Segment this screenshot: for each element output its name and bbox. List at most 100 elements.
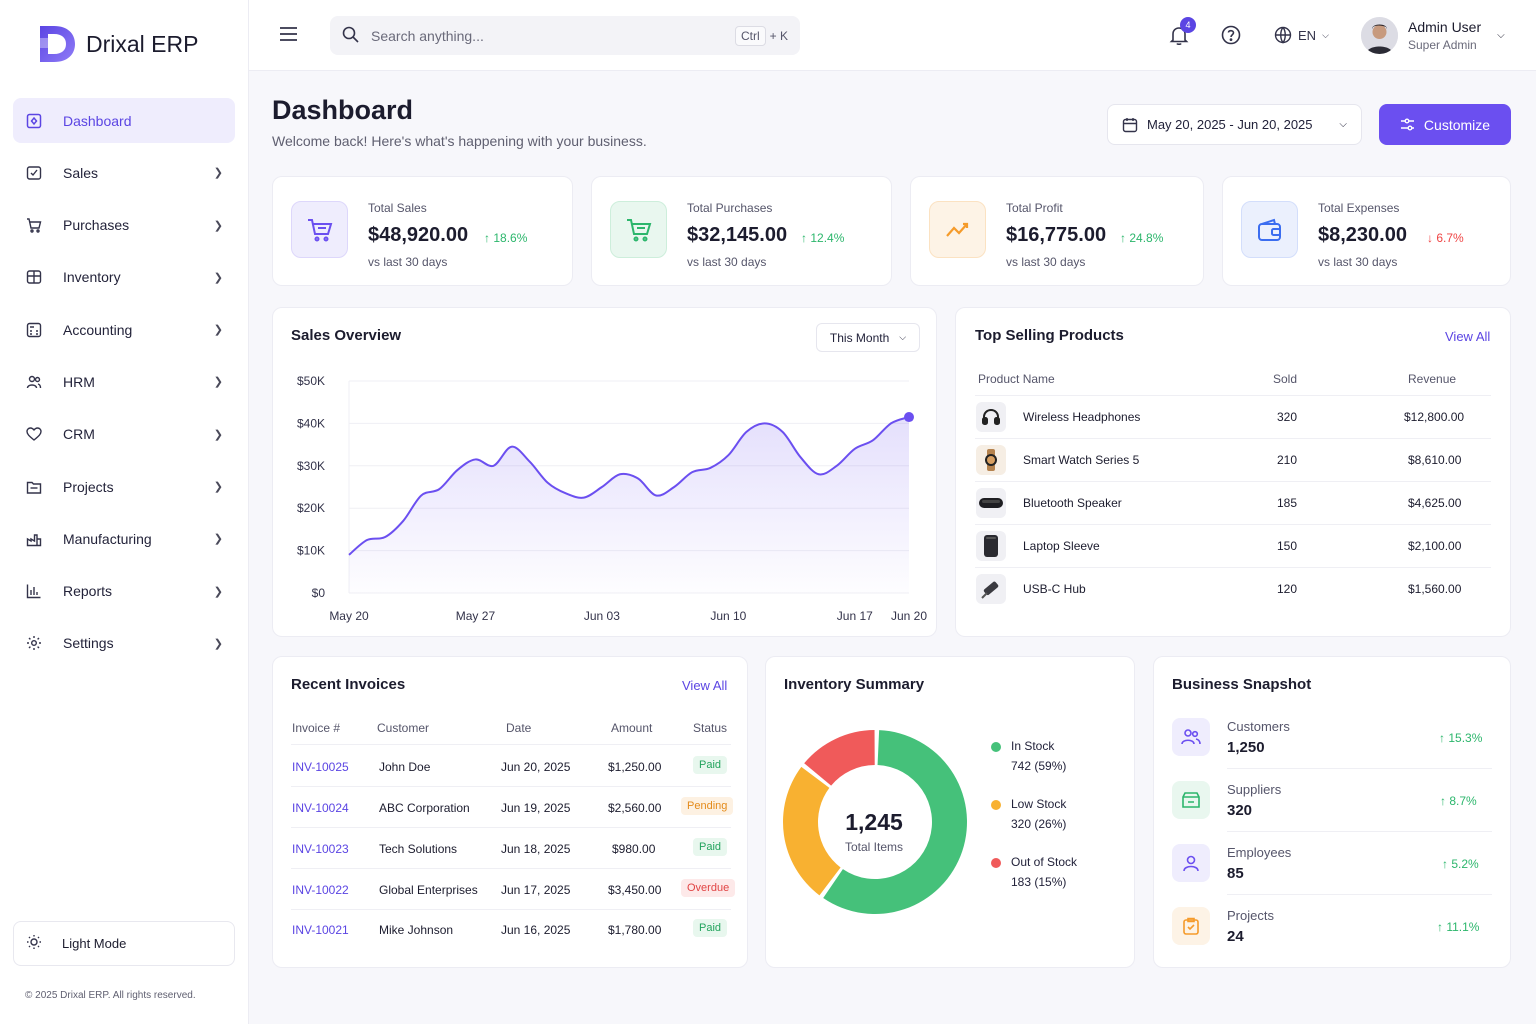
legend-label: Out of Stock <box>1011 855 1078 869</box>
sidebar-item-label: Purchases <box>63 217 130 234</box>
folder-icon <box>25 478 43 496</box>
chevron-down-icon: ⌵ <box>899 332 907 342</box>
stat-card-total-expenses[interactable]: Total Expenses $8,230.00 ↓ 6.7% vs last … <box>1222 176 1511 286</box>
sidebar-item-dashboard[interactable]: Dashboard <box>13 98 235 143</box>
arrow-down-icon: ↓ <box>1427 231 1433 245</box>
shortcut-ctrl: Ctrl <box>734 25 766 46</box>
invoice-link[interactable]: INV-10025 <box>292 760 349 774</box>
divider <box>291 909 731 910</box>
search-input[interactable]: Search anything... <box>371 27 484 44</box>
sidebar-item-sales[interactable]: Sales ❯ <box>13 150 235 195</box>
invoice-amount: $980.00 <box>612 842 656 856</box>
invoice-customer: Tech Solutions <box>379 842 458 856</box>
app-name: Drixal ERP <box>86 30 199 57</box>
product-revenue: $1,560.00 <box>1408 582 1462 596</box>
help-button[interactable] <box>1221 25 1241 50</box>
arrow-up-icon: ↑ <box>1439 731 1445 745</box>
keyboard-shortcut: Ctrl + K <box>734 25 788 46</box>
notifications-button[interactable]: 4 <box>1169 17 1196 51</box>
arrow-up-icon: ↑ <box>801 231 807 245</box>
stat-label: Total Purchases <box>687 201 773 215</box>
snapshot-value: 85 <box>1227 865 1244 882</box>
headphones-icon <box>976 402 1006 432</box>
search-bar[interactable]: Search anything... Ctrl + K <box>330 16 800 55</box>
divider <box>291 786 731 787</box>
customize-button[interactable]: Customize <box>1379 104 1511 145</box>
view-all-link[interactable]: View All <box>682 678 728 693</box>
customize-label: Customize <box>1423 116 1491 133</box>
sun-icon <box>26 934 42 953</box>
snapshot-change: ↑ 5.2% <box>1442 857 1479 871</box>
product-name: Laptop Sleeve <box>1023 539 1100 553</box>
status-badge: Paid <box>693 756 728 774</box>
shortcut-key: + K <box>769 28 788 43</box>
trend-icon <box>929 201 986 258</box>
invoice-link[interactable]: INV-10024 <box>292 801 349 815</box>
stat-value: $48,920.00 <box>368 224 469 246</box>
stat-change: ↑ 12.4% <box>801 231 844 245</box>
sidebar-item-label: Dashboard <box>63 112 132 129</box>
invoice-date: Jun 16, 2025 <box>501 923 571 937</box>
invoice-amount: $2,560.00 <box>608 801 662 815</box>
status-badge: Paid <box>693 919 728 937</box>
card-title: Inventory Summary <box>784 676 925 693</box>
help-icon <box>1221 25 1241 45</box>
snapshot-change-value: 8.7% <box>1449 794 1477 808</box>
invoice-link[interactable]: INV-10023 <box>292 842 349 856</box>
invoice-amount: $1,780.00 <box>608 923 662 937</box>
sidebar-item-manufacturing[interactable]: Manufacturing ❯ <box>13 516 235 561</box>
sidebar-item-crm[interactable]: CRM ❯ <box>13 412 235 457</box>
arrow-up-icon: ↑ <box>484 231 490 245</box>
sidebar-item-label: Manufacturing <box>63 530 152 547</box>
sidebar-nav: Dashboard Sales ❯ Purchases ❯ Inventory … <box>13 98 235 673</box>
app-logo[interactable]: Drixal ERP <box>38 24 198 64</box>
divider <box>291 827 731 828</box>
stat-change-value: 18.6% <box>493 231 528 245</box>
invoice-customer: Global Enterprises <box>379 883 478 897</box>
divider <box>975 481 1491 482</box>
usb-hub-icon <box>976 574 1006 604</box>
sidebar-item-inventory[interactable]: Inventory ❯ <box>13 255 235 300</box>
y-tick-label: $20K <box>297 501 325 515</box>
language-label: EN <box>1298 27 1317 43</box>
snapshot-change: ↑ 15.3% <box>1439 731 1482 745</box>
legend-label: Low Stock <box>1011 797 1067 811</box>
stat-card-total-profit[interactable]: Total Profit $16,775.00 ↑ 24.8% vs last … <box>910 176 1204 286</box>
x-tick-label: Jun 10 <box>710 609 746 623</box>
top-products-card: Top Selling Products View All Product Na… <box>955 307 1511 637</box>
x-tick-label: May 27 <box>456 609 496 623</box>
arrow-up-icon: ↑ <box>1442 857 1448 871</box>
bell-icon <box>1169 27 1189 46</box>
stat-change: ↑ 18.6% <box>484 231 527 245</box>
sidebar-item-reports[interactable]: Reports ❯ <box>13 569 235 614</box>
factory-icon <box>25 530 43 548</box>
user-menu[interactable]: Admin User Super Admin ⌵ <box>1361 17 1505 54</box>
view-all-link[interactable]: View All <box>1445 329 1491 344</box>
user-name: Admin User <box>1408 19 1482 35</box>
sidebar-item-settings[interactable]: Settings ❯ <box>13 621 235 666</box>
sidebar-item-projects[interactable]: Projects ❯ <box>13 464 235 509</box>
stat-card-total-purchases[interactable]: Total Purchases $32,145.00 ↑ 12.4% vs la… <box>591 176 892 286</box>
column-header: Invoice # <box>292 721 341 735</box>
sidebar-item-purchases[interactable]: Purchases ❯ <box>13 203 235 248</box>
stat-card-total-sales[interactable]: Total Sales $48,920.00 ↑ 18.6% vs last 3… <box>272 176 573 286</box>
menu-icon[interactable] <box>279 26 298 47</box>
stat-label: Total Sales <box>368 201 427 215</box>
sidebar-item-label: Sales <box>63 164 99 181</box>
search-icon <box>342 26 359 46</box>
invoice-customer: Mike Johnson <box>379 923 454 937</box>
date-range-picker[interactable]: May 20, 2025 - Jun 20, 2025 ⌵ <box>1107 104 1362 145</box>
watch-icon <box>976 445 1006 475</box>
wallet-icon <box>1241 201 1298 258</box>
snapshot-label: Employees <box>1227 845 1292 860</box>
light-mode-toggle[interactable]: Light Mode <box>13 921 235 966</box>
sales-area <box>349 417 909 593</box>
period-select[interactable]: This Month ⌵ <box>816 323 920 352</box>
sales-overview-card: Sales Overview This Month ⌵ $0 $10K $20K $3… <box>272 307 937 637</box>
sidebar-item-accounting[interactable]: Accounting ❯ <box>13 307 235 352</box>
sidebar-item-hrm[interactable]: HRM ❯ <box>13 359 235 404</box>
invoice-link[interactable]: INV-10021 <box>292 923 349 937</box>
language-selector[interactable]: EN ⌵ <box>1274 26 1329 44</box>
arrow-up-icon: ↑ <box>1120 231 1126 245</box>
invoice-link[interactable]: INV-10022 <box>292 883 349 897</box>
